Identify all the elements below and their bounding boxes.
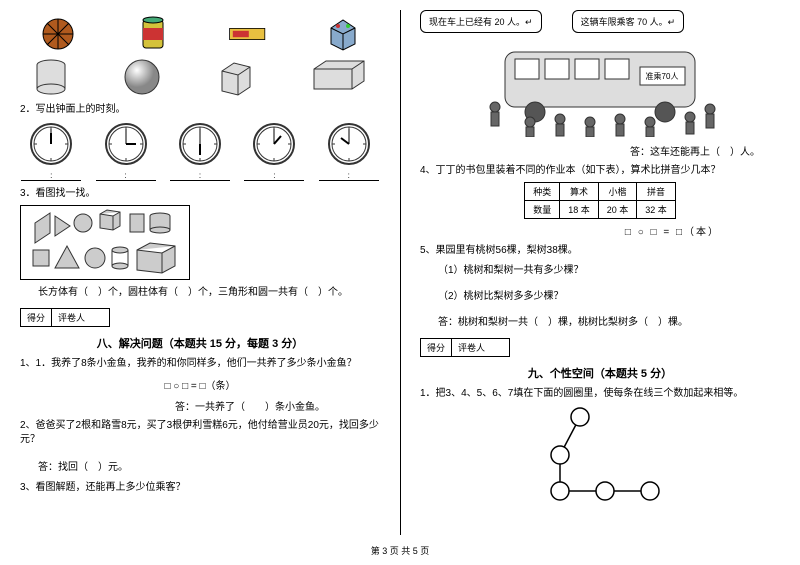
blank[interactable]: : bbox=[21, 171, 81, 181]
left-column: 2．写出钟面上的时刻。 : : : : : 3．看图找一找。 长方体有（ ）个，… bbox=[0, 0, 400, 565]
th-pinyin: 拼音 bbox=[637, 183, 676, 201]
blank[interactable]: : bbox=[96, 171, 156, 181]
table-row: 数量 18 本 20 本 32 本 bbox=[525, 201, 676, 219]
grader-label: 评卷人 bbox=[452, 339, 491, 356]
shapes-collection bbox=[20, 205, 190, 280]
q3-answer-line: 长方体有（ ）个，圆柱体有（ ）个，三角形和圆一共有（ ）个。 bbox=[20, 286, 380, 300]
clock-5 bbox=[326, 121, 372, 167]
objects-row bbox=[20, 16, 380, 51]
cylinder-shape bbox=[32, 57, 70, 97]
q5-answer: 答：桃树和梨树一共（ ）棵，桃树比梨树多（ ）棵。 bbox=[420, 316, 780, 330]
q5-1: （1）桃树和梨树一共有多少棵？ bbox=[420, 264, 780, 278]
right-column: 现在车上已经有 20 人。↵ 这辆车限乘客 70 人。↵ 准乘70人 bbox=[400, 0, 800, 565]
q4-text: 4、丁丁的书包里装着不同的作业本（如下表），算术比拼音少几本？ bbox=[420, 164, 780, 178]
bus-capacity-label: 准乘70人 bbox=[646, 71, 679, 81]
bubble-right: 这辆车限乘客 70 人。↵ bbox=[572, 10, 685, 33]
th-writing: 小楷 bbox=[598, 183, 637, 201]
grader-label: 评卷人 bbox=[52, 309, 91, 326]
blank[interactable]: : bbox=[244, 171, 304, 181]
bubble-left: 现在车上已经有 20 人。↵ bbox=[420, 10, 542, 33]
bus-answer: 答：这车还能再上（ ）人。 bbox=[420, 143, 780, 158]
td-qty-label: 数量 bbox=[525, 201, 560, 219]
can-icon bbox=[133, 16, 173, 51]
speech-bubbles: 现在车上已经有 20 人。↵ 这辆车限乘客 70 人。↵ bbox=[420, 10, 780, 33]
circle-graph bbox=[520, 405, 680, 505]
cube-shape bbox=[214, 57, 256, 97]
q5-2: （2）桃树比梨树多多少棵？ bbox=[420, 290, 780, 304]
q8-1-boxes: □ ○ □ = □（条） bbox=[20, 377, 380, 392]
score-label: 得分 bbox=[421, 339, 452, 356]
q3-text: 3．看图找一找。 bbox=[20, 187, 380, 201]
q8-2-answer: 答：找回（ ）元。 bbox=[20, 461, 380, 475]
q5-text: 5、果园里有桃树56棵，梨树38棵。 bbox=[420, 244, 780, 258]
q8-1-answer: 答：一共养了（ ）条小金鱼。 bbox=[20, 398, 380, 413]
q9-1: 1．把3、4、5、6、7填在下面的圆圈里，使每条在线三个数加起来相等。 bbox=[420, 387, 780, 401]
td-writing: 20 本 bbox=[598, 201, 637, 219]
page-footer: 第 3 页 共 5 页 bbox=[0, 544, 800, 557]
blank[interactable]: : bbox=[319, 171, 379, 181]
section-9-title: 九、个性空间（本题共 5 分） bbox=[420, 365, 780, 381]
table-row: 种类 算术 小楷 拼音 bbox=[525, 183, 676, 201]
td-pinyin: 32 本 bbox=[637, 201, 676, 219]
td-math: 18 本 bbox=[560, 201, 599, 219]
q4-boxes: □ ○ □ = □（本） bbox=[420, 223, 780, 238]
score-box: 得分 评卷人 bbox=[420, 338, 510, 357]
th-type: 种类 bbox=[525, 183, 560, 201]
q8-3: 3、看图解题，还能再上多少位乘客？ bbox=[20, 481, 380, 495]
q2-text: 2．写出钟面上的时刻。 bbox=[20, 103, 380, 117]
clock-3 bbox=[177, 121, 223, 167]
cuboid-shape bbox=[308, 57, 368, 93]
q8-2: 2、爸爸买了2根和路雪8元，买了3根伊利雪糕6元，他付给营业员20元，找回多少元… bbox=[20, 419, 380, 447]
bus-illustration: 准乘70人 bbox=[470, 37, 730, 137]
section-8-title: 八、解决问题（本题共 15 分，每题 3 分） bbox=[20, 335, 380, 351]
clock-4 bbox=[251, 121, 297, 167]
clock-2 bbox=[103, 121, 149, 167]
q8-1: 1、1．我养了8条小金鱼，我养的和你同样多，他们一共养了多少条小金鱼？ bbox=[20, 357, 380, 371]
clock-1 bbox=[28, 121, 74, 167]
workbook-table: 种类 算术 小楷 拼音 数量 18 本 20 本 32 本 bbox=[524, 182, 676, 219]
score-label: 得分 bbox=[21, 309, 52, 326]
basketball-icon bbox=[38, 16, 78, 51]
score-box: 得分 评卷人 bbox=[20, 308, 110, 327]
sphere-shape bbox=[122, 57, 162, 97]
blank[interactable]: : bbox=[170, 171, 230, 181]
shapes-row bbox=[20, 57, 380, 97]
cube-icon bbox=[323, 16, 363, 51]
th-math: 算术 bbox=[560, 183, 599, 201]
clock-row bbox=[20, 121, 380, 167]
box-icon bbox=[228, 16, 268, 51]
clock-blanks: : : : : : bbox=[20, 171, 380, 181]
